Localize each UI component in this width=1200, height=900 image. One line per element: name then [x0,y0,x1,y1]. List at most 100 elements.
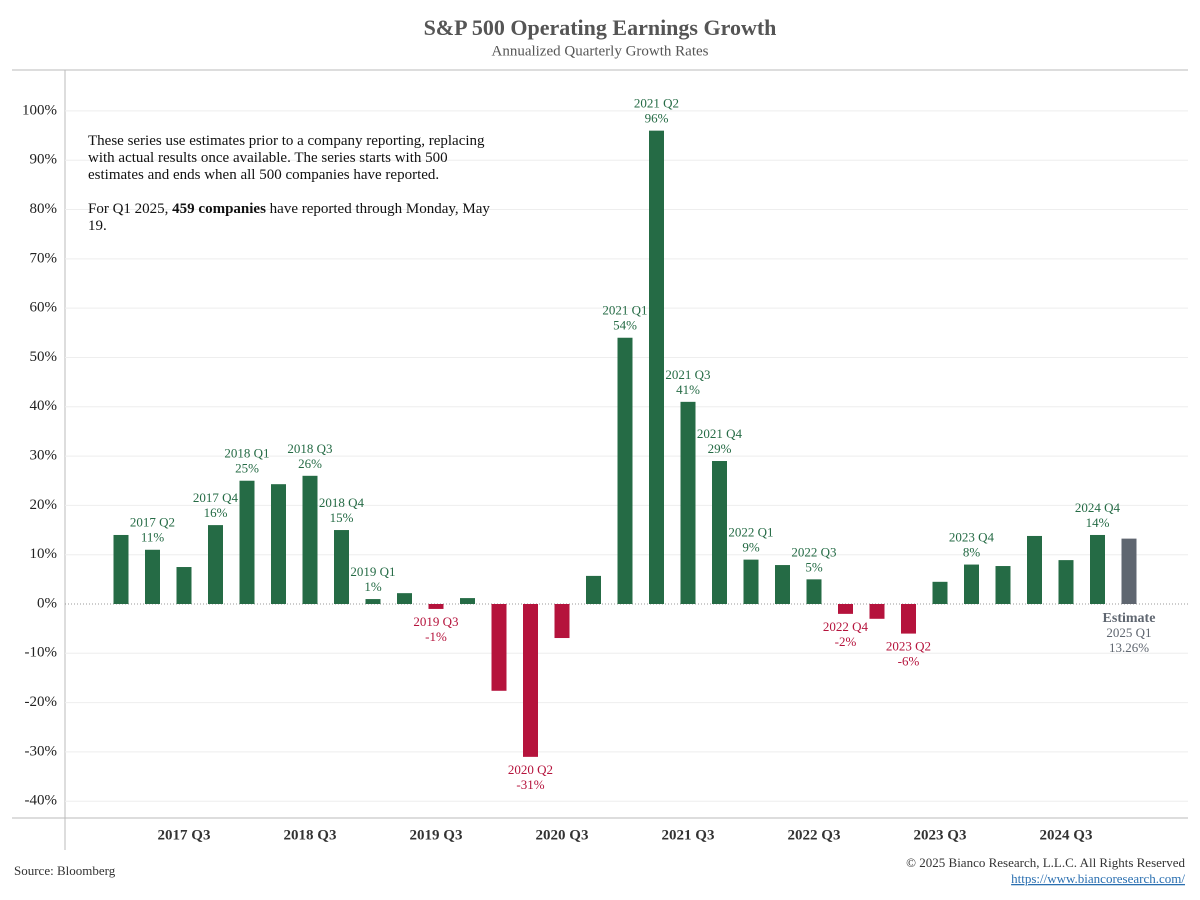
data-category-label: 2025 Q1 [1106,625,1151,640]
data-label: 13.26% [1109,640,1149,655]
y-tick-label: 60% [30,300,58,316]
x-tick-label: 2020 Q3 [536,827,589,843]
bar [113,534,129,605]
data-category-label: 2017 Q4 [193,490,239,505]
y-tick-label: 70% [30,250,58,266]
data-category-label: 2022 Q4 [823,619,869,634]
data-category-label: 2018 Q3 [287,441,332,456]
x-tick-label: 2022 Q3 [788,827,841,843]
y-tick-label: 100% [22,102,57,118]
bar [397,593,412,605]
data-category-label: 2018 Q4 [319,495,365,510]
bar [932,581,948,605]
data-label: 5% [805,559,823,574]
x-tick-label: 2017 Q3 [158,827,211,843]
x-tick-label: 2024 Q3 [1040,827,1093,843]
x-tick-label: 2018 Q3 [284,827,337,843]
bar [1121,538,1137,605]
data-category-label: 2021 Q3 [665,367,710,382]
data-category-label: 2021 Q4 [697,426,743,441]
bar [869,604,885,619]
x-tick-label: 2023 Q3 [914,827,967,843]
copyright: © 2025 Bianco Research, L.L.C. All Right… [906,855,1185,870]
data-category-label: 2024 Q4 [1075,500,1121,515]
note-paragraph: For Q1 2025, 459 companies have reported… [88,201,498,235]
data-label: 1% [364,579,382,594]
bar [743,559,759,605]
data-label: 26% [298,456,322,471]
y-tick-label: 30% [30,448,58,464]
y-tick-label: 40% [30,398,58,414]
bar [806,579,822,605]
y-tick-label: 90% [30,152,58,168]
data-label: 8% [963,545,981,560]
data-label: -31% [516,777,544,792]
x-tick-label: 2021 Q3 [662,827,715,843]
data-label: -6% [898,654,920,669]
data-label: 54% [613,318,637,333]
data-category-label: 2022 Q3 [791,544,836,559]
data-category-label: 2023 Q2 [886,639,931,654]
chart-title: S&P 500 Operating Earnings Growth [424,15,777,40]
note-bold: 459 companies [172,201,266,217]
bar [649,130,664,605]
y-tick-label: -30% [25,743,58,759]
bar [239,480,255,605]
bar [523,604,538,757]
note-paragraph: These series use estimates prior to a co… [88,133,485,183]
data-label: 9% [742,540,760,555]
data-category-label: 2023 Q4 [949,530,995,545]
bar [838,604,853,614]
data-label: -1% [425,629,447,644]
bar [1090,534,1105,605]
y-tick-label: 50% [30,349,58,365]
url[interactable]: https://www.biancoresearch.com/ [1011,871,1185,886]
bar [586,575,601,605]
bar [680,401,696,605]
y-tick-label: 80% [30,201,58,217]
estimate-label: Estimate [1103,611,1156,626]
data-category-label: 2018 Q1 [224,446,269,461]
data-label: 41% [676,382,700,397]
bar [775,565,790,605]
source: Source: Bloomberg [14,863,116,878]
y-tick-label: 0% [37,595,57,611]
bar [271,484,286,605]
data-category-label: 2022 Q1 [728,525,773,540]
bar [964,564,979,605]
bar [554,604,570,639]
bar [491,604,507,691]
data-label: 15% [330,510,354,525]
data-category-label: 2021 Q1 [602,303,647,318]
chart-subtitle: Annualized Quarterly Growth Rates [491,43,708,59]
bar [617,337,633,605]
bar [1058,560,1074,605]
bar [176,567,192,605]
bar [995,566,1011,605]
note: These series use estimates prior to a co… [88,133,498,252]
note-text: have reported through Monday, May 19. [88,201,490,234]
y-tick-label: 20% [30,497,58,513]
y-tick-label: -40% [25,793,58,809]
bar [712,461,727,605]
data-label: 14% [1086,515,1110,530]
data-label: 96% [645,111,669,126]
data-category-label: 2019 Q1 [350,564,395,579]
data-label: 16% [204,505,228,520]
bar [145,549,160,605]
x-tick-label: 2019 Q3 [410,827,463,843]
bar [302,475,318,605]
y-tick-label: 10% [30,546,58,562]
y-tick-label: -10% [25,645,58,661]
data-category-label: 2021 Q2 [634,96,679,111]
bar [460,598,475,605]
data-label: 11% [141,530,165,545]
bar [1027,535,1042,605]
bar [365,599,381,605]
y-tick-label: -20% [25,694,58,710]
data-category-label: 2020 Q2 [508,762,553,777]
data-category-label: 2019 Q3 [413,614,458,629]
data-label: 29% [708,441,732,456]
